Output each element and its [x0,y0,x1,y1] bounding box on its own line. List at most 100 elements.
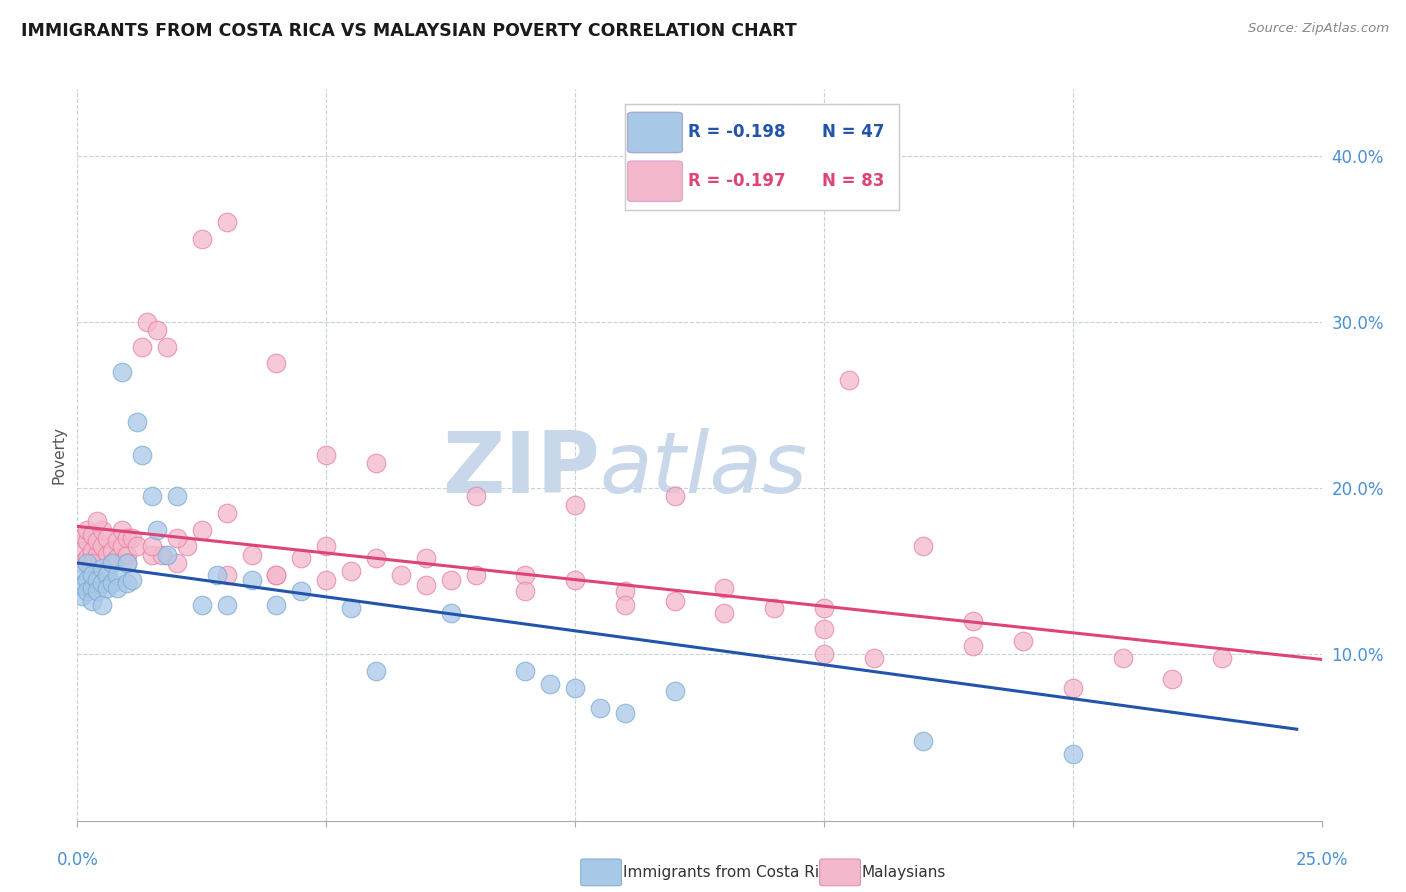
Point [72,564,94,578]
Point [82,594,104,608]
Point [340,600,363,615]
Text: IMMIGRANTS FROM COSTA RICA VS MALAYSIAN POVERTY CORRELATION CHART: IMMIGRANTS FROM COSTA RICA VS MALAYSIAN … [21,22,797,40]
Point [664,594,686,608]
Point [121,531,143,545]
Point [515,584,537,599]
Point [141,539,163,553]
Point [664,684,686,698]
Point [515,664,537,678]
Point [1062,681,1084,695]
Point [76,551,98,566]
Point [813,648,835,662]
Point [1062,747,1084,761]
Point [101,576,124,591]
FancyBboxPatch shape [627,161,682,202]
Point [96,531,118,545]
Point [813,623,835,637]
Point [838,373,860,387]
Point [115,531,138,545]
Point [664,490,686,504]
Point [191,598,214,612]
Point [364,664,387,678]
Point [515,567,537,582]
Point [105,551,128,566]
Point [564,681,586,695]
Text: atlas: atlas [600,428,808,511]
Point [266,356,288,370]
Point [862,650,884,665]
Point [86,534,108,549]
Point [912,734,935,748]
Point [115,548,138,562]
Point [72,531,94,545]
Point [72,577,94,591]
Point [215,215,238,229]
Point [166,556,188,570]
Point [215,506,238,520]
Point [266,567,288,582]
Point [96,567,118,582]
Point [72,544,94,558]
Text: 25.0%: 25.0% [1295,851,1348,869]
Text: Immigrants from Costa Rica: Immigrants from Costa Rica [623,865,837,880]
Point [115,556,138,570]
Point [125,539,148,553]
Point [290,551,312,566]
Point [962,614,984,628]
Point [86,584,108,599]
Point [76,556,98,570]
Point [912,539,935,553]
Point [111,523,134,537]
Point [82,581,104,595]
Point [1111,650,1133,665]
Point [215,598,238,612]
Point [613,598,636,612]
Point [76,523,98,537]
Point [464,490,486,504]
Point [538,677,561,691]
Point [96,548,118,562]
Point [564,573,586,587]
Point [156,548,179,562]
Point [82,544,104,558]
Text: Source: ZipAtlas.com: Source: ZipAtlas.com [1249,22,1389,36]
Text: ZIP: ZIP [443,428,600,511]
Point [72,589,94,603]
Point [176,539,198,553]
Point [315,448,337,462]
Point [415,577,437,591]
Point [101,544,124,558]
Point [215,567,238,582]
Point [76,573,98,587]
Point [205,567,228,582]
Point [82,527,104,541]
Point [191,232,214,246]
Point [166,490,188,504]
Point [115,576,138,591]
Point [91,539,114,553]
Point [340,564,363,578]
Point [76,584,98,599]
Point [96,581,118,595]
Point [146,323,169,337]
Point [91,598,114,612]
Point [240,573,263,587]
Point [76,534,98,549]
Point [315,573,337,587]
Text: Malaysians: Malaysians [862,865,946,880]
Point [613,584,636,599]
Point [191,523,214,537]
Point [156,340,179,354]
Point [415,551,437,566]
Point [713,581,735,595]
Point [91,576,114,591]
Point [141,548,163,562]
Text: N = 83: N = 83 [823,172,884,190]
Point [72,556,94,570]
Point [266,598,288,612]
Point [91,523,114,537]
Y-axis label: Poverty: Poverty [51,425,66,484]
Point [101,556,124,570]
Text: R = -0.198: R = -0.198 [688,123,797,142]
Point [813,600,835,615]
